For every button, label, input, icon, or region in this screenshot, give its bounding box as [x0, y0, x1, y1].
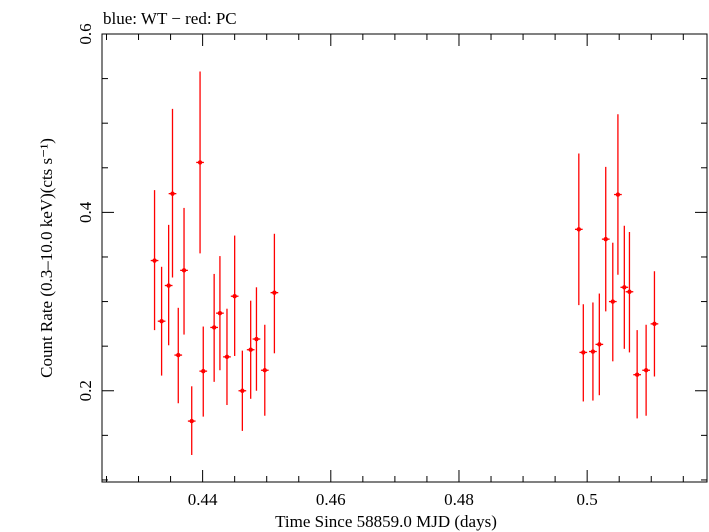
x-axis-label: Time Since 58859.0 MJD (days)	[275, 512, 497, 531]
point-marker	[159, 318, 164, 324]
point-marker	[652, 321, 657, 327]
x-tick-label: 0.5	[577, 490, 598, 509]
data-point	[168, 108, 177, 278]
data-point	[157, 266, 166, 376]
data-point	[187, 386, 196, 455]
point-marker	[610, 299, 615, 304]
data-point	[196, 71, 204, 254]
data-points	[150, 71, 659, 455]
data-point	[216, 256, 224, 371]
point-marker	[189, 418, 194, 424]
point-marker	[634, 372, 640, 377]
data-point	[650, 271, 659, 377]
point-marker	[622, 285, 627, 290]
point-marker	[581, 350, 586, 355]
data-point	[164, 224, 173, 346]
data-point	[238, 350, 247, 431]
point-marker	[576, 227, 582, 232]
data-point	[625, 232, 634, 353]
point-marker	[232, 294, 237, 299]
data-point	[199, 326, 208, 417]
plot-frame	[101, 33, 708, 483]
point-marker	[170, 191, 175, 196]
axis-ticks	[102, 33, 707, 482]
y-tick-label: 0.6	[76, 23, 95, 44]
data-point	[579, 304, 588, 402]
data-point	[614, 114, 622, 275]
point-marker	[181, 268, 187, 273]
data-point	[620, 225, 629, 349]
data-point	[230, 235, 239, 356]
point-marker	[240, 388, 245, 393]
point-marker	[254, 336, 259, 342]
data-point	[246, 300, 255, 399]
point-marker	[197, 160, 203, 165]
point-marker	[590, 349, 596, 354]
data-point	[633, 330, 641, 419]
data-point	[574, 153, 583, 306]
tick-labels: 0.44 0.46 0.48 0.5 0.2 0.4 0.6	[76, 23, 598, 509]
x-tick-label: 0.44	[188, 490, 218, 509]
data-point	[252, 287, 261, 391]
data-point	[595, 293, 604, 396]
data-point	[589, 302, 597, 401]
data-point	[174, 307, 183, 404]
chart-title: blue: WT − red: PC	[103, 9, 237, 28]
point-marker	[201, 368, 206, 374]
point-marker	[211, 325, 217, 330]
data-point	[210, 273, 219, 382]
y-axis-label: Count Rate (0.3–10.0 keV)(cts s⁻¹)	[37, 138, 56, 378]
point-marker	[603, 236, 608, 242]
data-point	[601, 166, 610, 312]
point-marker	[217, 310, 223, 316]
point-marker	[248, 347, 253, 352]
point-marker	[272, 290, 277, 295]
y-tick-label: 0.4	[76, 201, 95, 223]
y-tick-label: 0.2	[76, 380, 95, 401]
data-point	[223, 308, 231, 406]
data-point	[150, 190, 159, 331]
x-tick-label: 0.46	[316, 490, 346, 509]
data-point	[180, 207, 188, 335]
data-point	[608, 242, 617, 362]
point-marker	[643, 368, 649, 373]
point-marker	[176, 352, 181, 358]
point-marker	[615, 192, 621, 197]
point-marker	[597, 342, 602, 347]
point-marker	[627, 289, 632, 294]
point-marker	[224, 354, 230, 360]
data-point	[642, 324, 650, 416]
data-point	[260, 324, 269, 416]
point-marker	[152, 258, 157, 263]
data-point	[270, 233, 279, 354]
point-marker	[166, 283, 171, 288]
x-tick-label: 0.48	[444, 490, 474, 509]
point-marker	[262, 368, 267, 373]
